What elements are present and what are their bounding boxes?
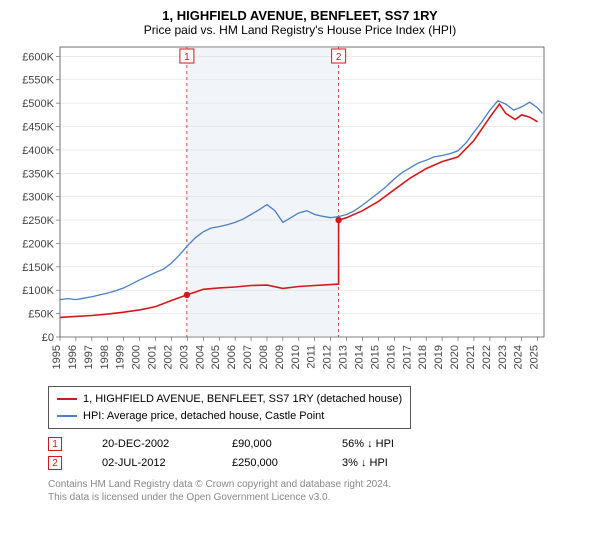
legend-item: HPI: Average price, detached house, Cast… [57, 408, 402, 425]
footnote-line: Contains HM Land Registry data © Crown c… [48, 478, 592, 491]
svg-text:2023: 2023 [497, 345, 509, 369]
sale-row: 2 02-JUL-2012 £250,000 3% ↓ HPI [48, 454, 592, 473]
svg-text:2009: 2009 [274, 345, 286, 369]
legend-item: 1, HIGHFIELD AVENUE, BENFLEET, SS7 1RY (… [57, 391, 402, 408]
svg-text:£150K: £150K [22, 262, 54, 274]
sale-marker-badge: 1 [48, 437, 62, 451]
price-chart: £0 £50K £100K £150K £200K £250K £300K £350K £400… [8, 43, 548, 373]
svg-text:2016: 2016 [385, 345, 397, 369]
footnote-line: This data is licensed under the Open Gov… [48, 491, 592, 504]
legend-label: HPI: Average price, detached house, Cast… [83, 408, 324, 425]
chart-area: £0 £50K £100K £150K £200K £250K £300K £350K £400… [8, 43, 592, 378]
svg-text:1995: 1995 [51, 345, 63, 369]
legend-swatch [57, 415, 77, 417]
sale-delta: 56% ↓ HPI [342, 435, 422, 454]
svg-text:1997: 1997 [83, 345, 95, 369]
svg-text:£550K: £550K [22, 75, 54, 87]
svg-text:2020: 2020 [449, 345, 461, 369]
sale-row: 1 20-DEC-2002 £90,000 56% ↓ HPI [48, 435, 592, 454]
svg-text:2006: 2006 [226, 345, 238, 369]
svg-text:2017: 2017 [401, 345, 413, 369]
svg-text:£50K: £50K [28, 309, 54, 321]
svg-text:2007: 2007 [242, 345, 254, 369]
chart-title: 1, HIGHFIELD AVENUE, BENFLEET, SS7 1RY [8, 8, 592, 23]
legend-swatch [57, 398, 77, 400]
chart-subtitle: Price paid vs. HM Land Registry's House … [8, 23, 592, 37]
svg-text:1998: 1998 [99, 345, 111, 369]
svg-text:£350K: £350K [22, 168, 54, 180]
svg-text:2010: 2010 [290, 345, 302, 369]
svg-text:1: 1 [184, 52, 190, 63]
svg-text:2012: 2012 [322, 345, 334, 369]
legend: 1, HIGHFIELD AVENUE, BENFLEET, SS7 1RY (… [48, 386, 411, 429]
sale-price: £90,000 [232, 435, 302, 454]
svg-text:2011: 2011 [306, 345, 318, 369]
svg-text:2024: 2024 [513, 345, 525, 369]
svg-text:2015: 2015 [369, 345, 381, 369]
svg-text:£100K: £100K [22, 285, 54, 297]
svg-text:2018: 2018 [417, 345, 429, 369]
svg-text:2002: 2002 [162, 345, 174, 369]
svg-text:2022: 2022 [481, 345, 493, 369]
svg-text:£300K: £300K [22, 192, 54, 204]
sale-marker-badge: 2 [48, 456, 62, 470]
sale-price: £250,000 [232, 454, 302, 473]
svg-text:£450K: £450K [22, 122, 54, 134]
svg-text:2021: 2021 [465, 345, 477, 369]
svg-text:2014: 2014 [354, 345, 366, 369]
svg-text:2001: 2001 [147, 345, 159, 369]
sale-date: 02-JUL-2012 [102, 454, 192, 473]
svg-text:2: 2 [336, 52, 342, 63]
svg-text:1999: 1999 [115, 345, 127, 369]
svg-text:1996: 1996 [67, 345, 79, 369]
legend-label: 1, HIGHFIELD AVENUE, BENFLEET, SS7 1RY (… [83, 391, 402, 408]
svg-text:£0: £0 [42, 332, 54, 344]
svg-text:2003: 2003 [178, 345, 190, 369]
svg-text:£600K: £600K [22, 51, 54, 63]
sale-delta: 3% ↓ HPI [342, 454, 422, 473]
svg-text:£250K: £250K [22, 215, 54, 227]
svg-text:2025: 2025 [529, 345, 541, 369]
svg-text:2013: 2013 [338, 345, 350, 369]
svg-text:£500K: £500K [22, 98, 54, 110]
sales-table: 1 20-DEC-2002 £90,000 56% ↓ HPI 2 02-JUL-2012… [48, 435, 592, 472]
svg-text:2008: 2008 [258, 345, 270, 369]
svg-text:2019: 2019 [433, 345, 445, 369]
sale-date: 20-DEC-2002 [102, 435, 192, 454]
svg-text:2005: 2005 [210, 345, 222, 369]
footnote: Contains HM Land Registry data © Crown c… [48, 478, 592, 504]
svg-text:2004: 2004 [194, 345, 206, 369]
svg-text:£200K: £200K [22, 238, 54, 250]
svg-text:2000: 2000 [131, 345, 143, 369]
svg-text:£400K: £400K [22, 145, 54, 157]
